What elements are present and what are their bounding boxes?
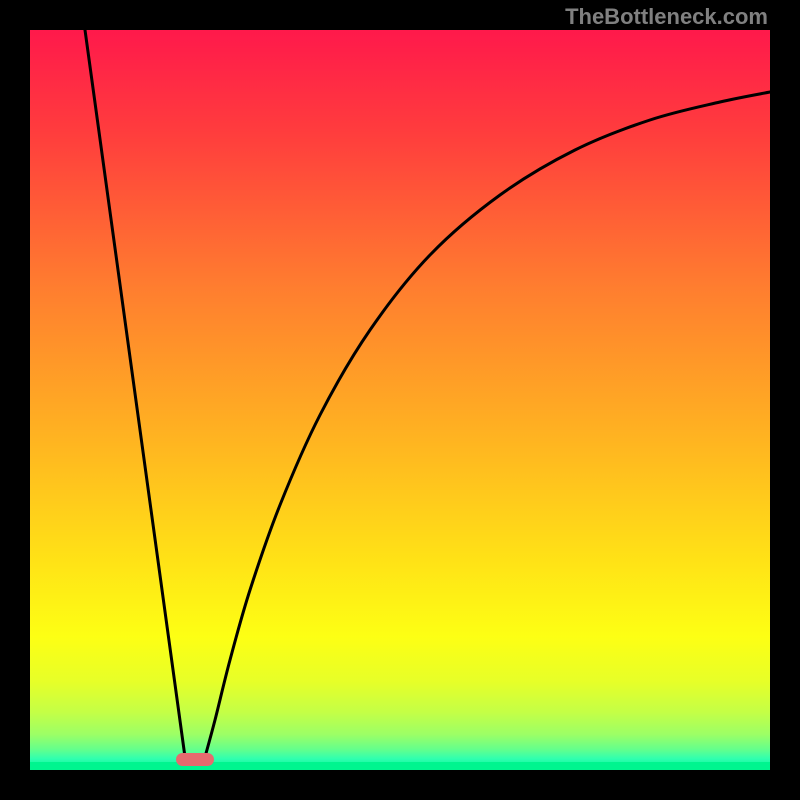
frame-left <box>0 0 30 800</box>
chart-stage: TheBottleneck.com <box>0 0 800 800</box>
bottleneck-curve <box>85 30 770 757</box>
watermark-text: TheBottleneck.com <box>565 4 768 30</box>
valley-marker <box>176 753 214 766</box>
curve-svg <box>30 30 770 770</box>
frame-right <box>770 0 800 800</box>
frame-bottom <box>0 770 800 800</box>
